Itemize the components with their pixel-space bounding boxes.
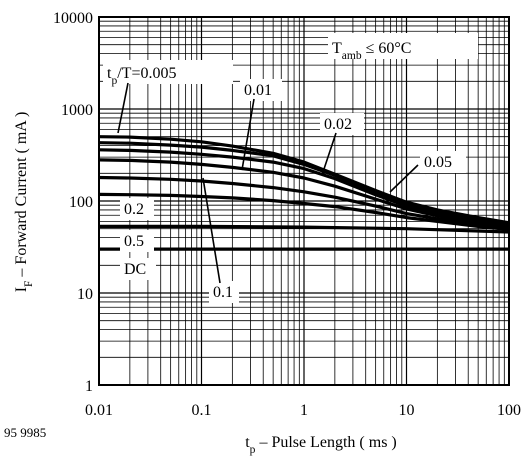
series-label-0-005: tp/T=0.005 [103, 60, 233, 87]
plot-frame [98, 16, 510, 386]
tick-labels: 0.01 0.1 1 10 100 1 10 100 1000 10000 [53, 10, 521, 419]
y-tick-label: 100 [69, 194, 93, 211]
series-label-0-05: 0.05 [420, 151, 466, 173]
svg-text:0.02: 0.02 [324, 116, 352, 133]
curves [98, 135, 510, 251]
svg-text:0.5: 0.5 [124, 233, 144, 250]
y-axis-label: IF – Forward Current ( mA ) [13, 112, 35, 293]
series-label-dc: DC [120, 258, 156, 280]
series-line-0-2 [98, 192, 510, 232]
y-tick-label: 1000 [61, 102, 93, 119]
series-label-0-2: 0.2 [120, 198, 154, 220]
x-tick-label: 1 [300, 402, 308, 419]
svg-text:0.01: 0.01 [244, 82, 272, 99]
series-label-0-02: 0.02 [320, 113, 364, 135]
series-line-0-02 [98, 148, 510, 228]
leader-0-005 [117, 82, 129, 134]
y-tick-label: 10 [77, 286, 93, 303]
svg-text:Tamb ≤ 60°C: Tamb ≤ 60°C [332, 40, 411, 62]
x-tick-label: 10 [399, 402, 415, 419]
series-label-0-1: 0.1 [209, 281, 239, 303]
condition-label: Tamb ≤ 60°C [328, 33, 478, 62]
y-tick-label: 1 [85, 378, 93, 395]
svg-text:0.2: 0.2 [124, 201, 144, 218]
x-tick-label: 100 [497, 402, 521, 419]
x-tick-label: 0.01 [85, 402, 113, 419]
series-line-0-01 [98, 141, 510, 226]
svg-text:tp/T=0.005: tp/T=0.005 [107, 65, 176, 87]
series-label-0-01: 0.01 [240, 79, 282, 101]
series-line-0-1 [98, 175, 510, 231]
figure-code: 95 9985 [4, 425, 47, 440]
labels: Tamb ≤ 60°C tp/T=0.005 0.01 0.02 0.05 0.2 0.5 D… [103, 33, 478, 303]
y-tick-label: 10000 [53, 10, 93, 27]
leader-0-05 [389, 164, 419, 193]
leader-0-01 [241, 98, 255, 171]
svg-text:0.05: 0.05 [424, 154, 452, 171]
svg-text:0.1: 0.1 [213, 284, 233, 301]
series-line-0-05 [98, 158, 510, 229]
series-label-0-5: 0.5 [120, 230, 154, 252]
series-line-0-5 [99, 224, 510, 234]
svg-text:DC: DC [124, 261, 146, 278]
x-tick-label: 0.1 [192, 402, 212, 419]
leader-0-02 [321, 132, 337, 176]
leader-0-1 [202, 177, 221, 284]
x-axis-label: tp – Pulse Length ( ms ) [245, 434, 397, 456]
